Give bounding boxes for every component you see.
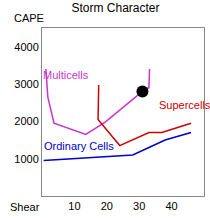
svg-text:20: 20 bbox=[101, 200, 113, 212]
svg-text:Multicells: Multicells bbox=[43, 69, 89, 81]
svg-text:4000: 4000 bbox=[14, 41, 38, 53]
svg-text:1000: 1000 bbox=[14, 153, 38, 165]
svg-text:2000: 2000 bbox=[14, 115, 38, 127]
svg-text:Ordinary Cells: Ordinary Cells bbox=[44, 140, 114, 152]
svg-text:40: 40 bbox=[165, 200, 177, 212]
svg-text:3000: 3000 bbox=[14, 78, 38, 90]
svg-text:Shear: Shear bbox=[10, 201, 40, 213]
svg-text:10: 10 bbox=[68, 200, 80, 212]
svg-text:CAPE: CAPE bbox=[14, 12, 44, 24]
svg-text:Storm Character: Storm Character bbox=[71, 1, 159, 15]
svg-text:30: 30 bbox=[133, 200, 145, 212]
svg-text:Supercells: Supercells bbox=[159, 99, 210, 111]
